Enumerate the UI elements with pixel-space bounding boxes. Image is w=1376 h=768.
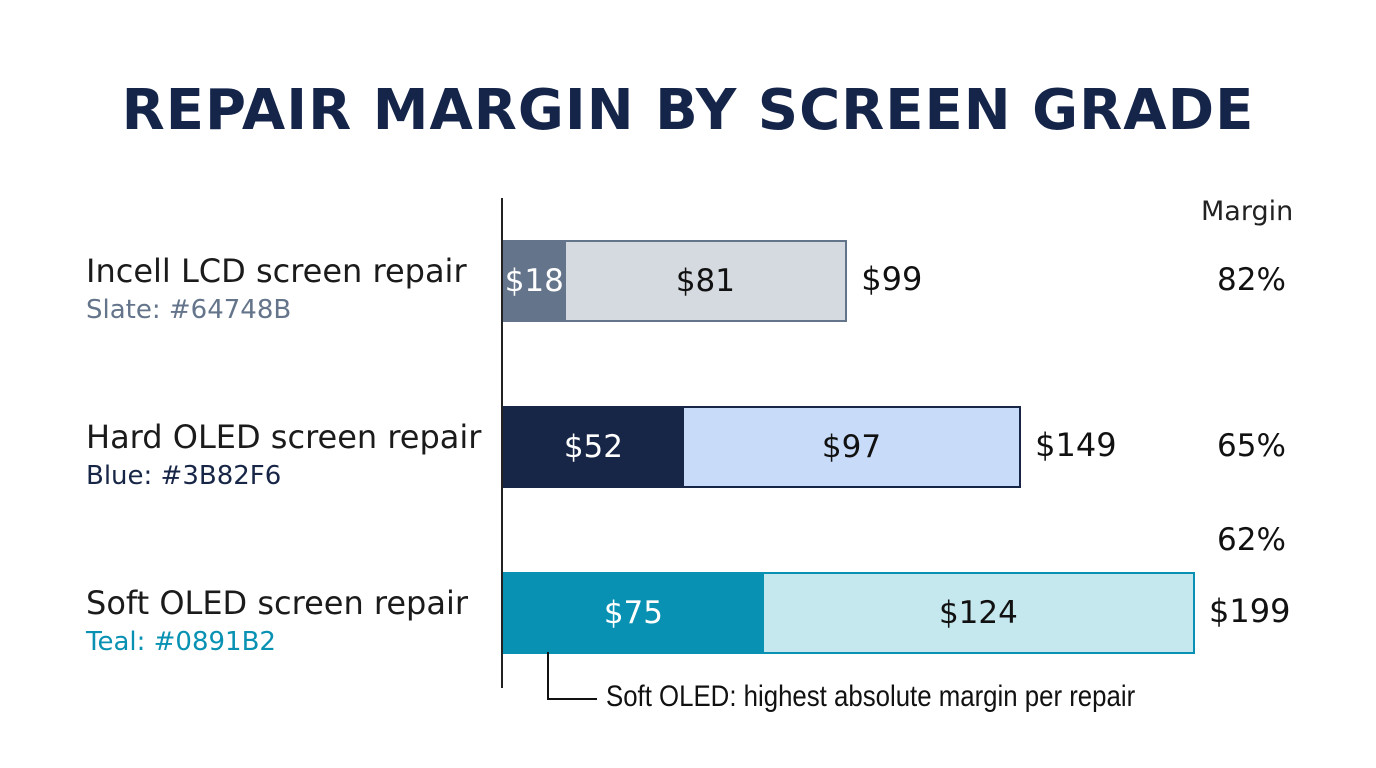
category-color-note: Blue: #3B82F6 [86,461,282,491]
annotation-text: Soft OLED: highest absolute margin per r… [606,680,1136,713]
total-value-label: $149 [1035,426,1117,464]
bar-segment-margin: $81 [565,240,848,322]
bar-segment-cost: $18 [503,240,566,322]
margin-percent-label: 62% [1217,522,1286,558]
margin-column-header: Margin [1201,196,1294,227]
stacked-bar: $52 $97 [503,406,1022,488]
category-color-note: Teal: #0891B2 [86,627,276,657]
y-axis-line [501,198,503,688]
category-label: Hard OLED screen repair [86,418,482,456]
margin-percent-label: 82% [1217,262,1286,298]
category-color-note: Slate: #64748B [86,295,292,325]
chart-title: REPAIR MARGIN BY SCREEN GRADE [121,78,1255,143]
category-label: Soft OLED screen repair [86,584,469,622]
bar-segment-cost: $52 [503,406,684,488]
annotation-leader-vertical [547,652,549,700]
bar-segment-margin: $97 [683,406,1022,488]
annotation-leader-horizontal [547,698,597,700]
total-value-label: $199 [1209,592,1291,630]
category-label: Incell LCD screen repair [86,252,467,290]
stacked-bar: $75 $124 [503,572,1195,654]
margin-percent-label: 65% [1217,428,1286,464]
total-value-label: $99 [861,260,923,298]
bar-segment-margin: $124 [763,572,1195,654]
bar-segment-cost: $75 [503,572,764,654]
stacked-bar: $18 $81 [503,240,848,322]
